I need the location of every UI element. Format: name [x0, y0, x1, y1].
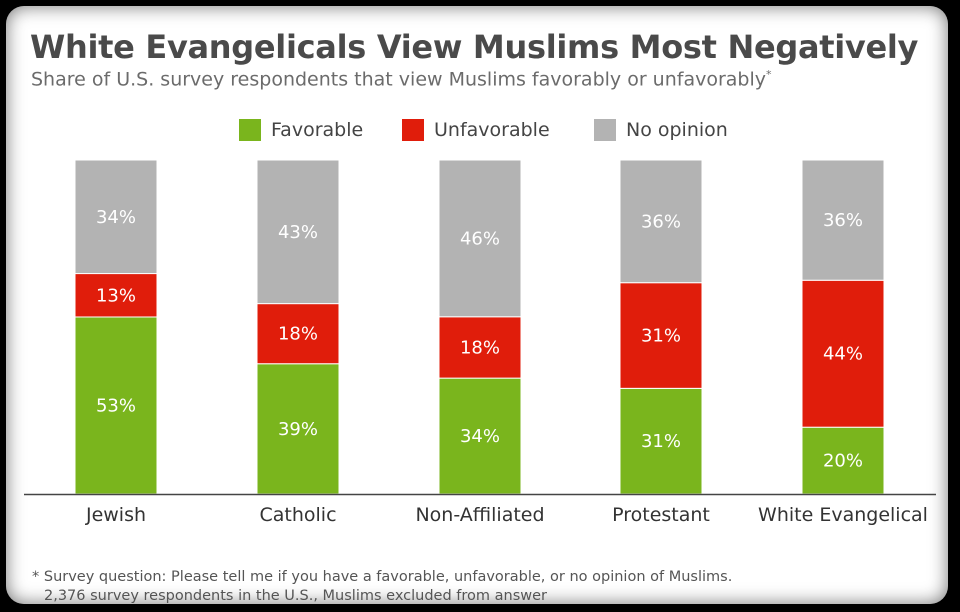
legend-label-no-opinion: No opinion [626, 119, 728, 141]
legend-swatch-no-opinion [594, 119, 616, 141]
bar-white-evangelical-favorable [801, 426, 885, 495]
data-label-non-affiliated-unfavorable: 18% [460, 337, 500, 358]
data-label-protestant-no-opinion: 36% [641, 211, 681, 232]
data-label-non-affiliated-no-opinion: 46% [460, 228, 500, 249]
data-label-white-evangelical-no-opinion: 36% [823, 210, 863, 231]
data-label-catholic-unfavorable: 18% [278, 324, 318, 345]
footnote: * Survey question: Please tell me if you… [32, 568, 732, 604]
chart-card: White Evangelicals View Muslims Most Neg… [6, 6, 948, 604]
bar-catholic-unfavorable [256, 303, 340, 365]
chart-title: White Evangelicals View Muslims Most Neg… [30, 28, 919, 66]
footnote-question: * Survey question: Please tell me if you… [32, 569, 733, 585]
x-tick-label-white-evangelical: White Evangelical [758, 504, 928, 526]
stacked-bar-chart: 53% 13% 34% Jewish 39% 18% 43% Catholic 34% 18% 46… [24, 159, 936, 526]
legend-swatch-unfavorable [402, 119, 424, 141]
x-tick-label-jewish: Jewish [85, 504, 146, 526]
data-label-jewish-favorable: 53% [96, 395, 136, 416]
data-label-white-evangelical-unfavorable: 44% [823, 344, 863, 365]
legend-label-unfavorable: Unfavorable [434, 119, 550, 141]
chart-subtitle: Share of U.S. survey respondents that vi… [31, 68, 772, 90]
legend-swatch-favorable [239, 119, 261, 141]
subtitle-footnote-mark: * [766, 68, 772, 81]
bar-white-evangelical-unfavorable [801, 279, 885, 428]
x-tick-label-protestant: Protestant [612, 504, 710, 526]
bar-catholic-favorable [256, 363, 340, 495]
bar-non-affiliated-unfavorable [438, 316, 522, 379]
data-label-catholic-favorable: 39% [278, 419, 318, 440]
data-label-catholic-no-opinion: 43% [278, 222, 318, 243]
footnote-sample: 2,376 survey respondents in the U.S., Mu… [44, 588, 547, 604]
legend: Favorable Unfavorable No opinion [6, 116, 948, 144]
data-label-jewish-no-opinion: 34% [96, 207, 136, 228]
data-label-protestant-unfavorable: 31% [641, 326, 681, 347]
bar-catholic-no-opinion [256, 159, 340, 305]
legend-label-favorable: Favorable [271, 119, 364, 141]
x-tick-label-non-affiliated: Non-Affiliated [415, 504, 544, 526]
data-label-jewish-unfavorable: 13% [96, 285, 136, 306]
legend-item-no-opinion: No opinion [594, 116, 728, 144]
data-label-protestant-favorable: 31% [641, 431, 681, 452]
data-label-non-affiliated-favorable: 34% [460, 426, 500, 447]
bar-jewish-no-opinion [74, 159, 158, 275]
bar-protestant-no-opinion [619, 159, 703, 284]
bar-protestant-unfavorable [619, 282, 703, 389]
bar-jewish-favorable [74, 316, 158, 495]
x-tick-label-catholic: Catholic [259, 504, 336, 526]
data-label-white-evangelical-favorable: 20% [823, 451, 863, 472]
legend-item-favorable: Favorable [239, 116, 363, 144]
bar-white-evangelical-no-opinion [801, 159, 885, 281]
bar-protestant-favorable [619, 387, 703, 495]
bar-non-affiliated-no-opinion [438, 159, 522, 318]
subtitle-text: Share of U.S. survey respondents that vi… [31, 68, 766, 91]
bar-jewish-unfavorable [74, 273, 158, 318]
legend-item-unfavorable: Unfavorable [402, 116, 550, 144]
